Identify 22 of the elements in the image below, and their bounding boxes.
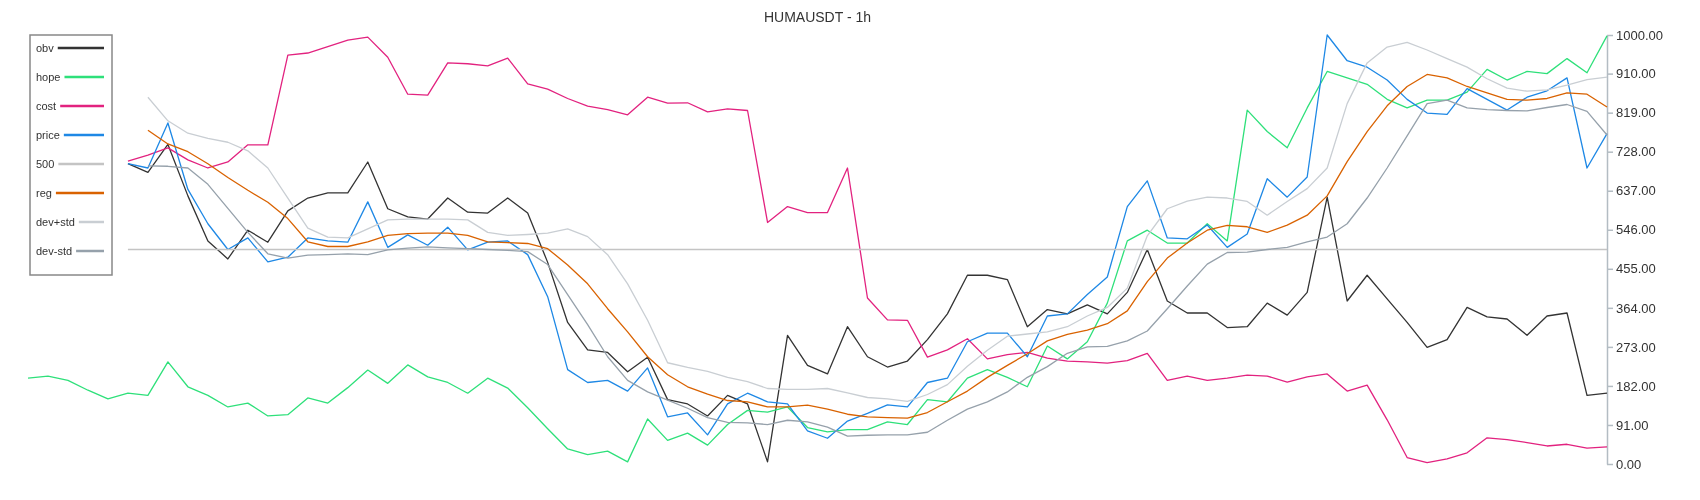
legend-label: hope [36, 71, 61, 83]
y-tick-label: 819.00 [1616, 105, 1656, 121]
y-tick-label: 455.00 [1616, 261, 1656, 277]
legend-label: 500 [36, 158, 55, 170]
y-tick-label: 1000.00 [1616, 27, 1663, 43]
y-tick-label: 546.00 [1616, 222, 1656, 238]
y-tick-label: 637.00 [1616, 183, 1656, 199]
legend-label: dev+std [36, 216, 75, 228]
chart-title: HUMAUSDT - 1h [763, 9, 872, 25]
y-tick-label: 910.00 [1616, 66, 1656, 82]
legend-label: reg [36, 187, 52, 199]
legend-label: price [36, 129, 60, 141]
legend-label: cost [36, 100, 57, 112]
line-series [127, 143, 1608, 463]
legend-label: obv [36, 42, 55, 54]
y-tick-label: 91.00 [1616, 417, 1649, 433]
y-tick-label: 182.00 [1616, 378, 1656, 394]
legend-label: dev-std [36, 245, 73, 257]
y-tick-label: 364.00 [1616, 300, 1656, 316]
y-tick-label: 0.00 [1616, 456, 1642, 472]
y-tick-label: 728.00 [1616, 144, 1656, 160]
y-tick-label: 273.00 [1616, 339, 1656, 355]
